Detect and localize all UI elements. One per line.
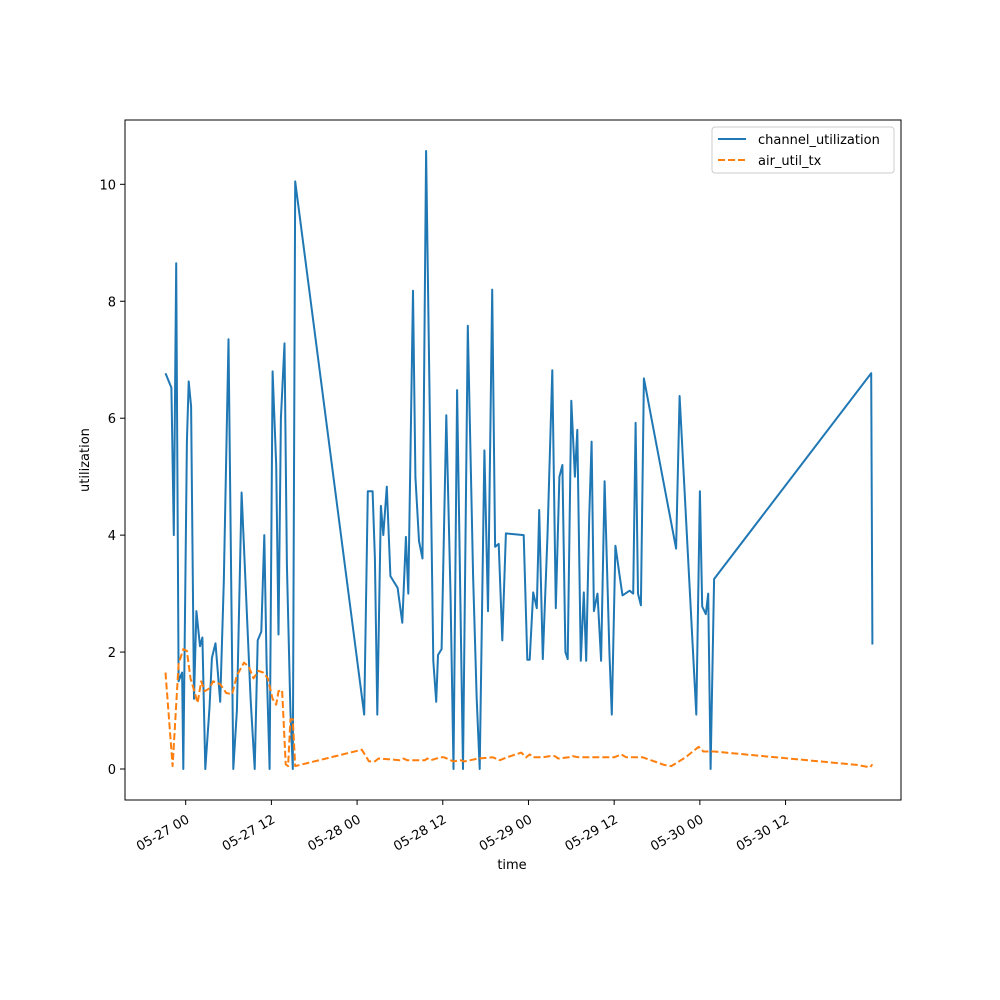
legend-label-air-util-tx: air_util_tx: [758, 154, 822, 169]
x-tick-label: 05-28 12: [391, 812, 449, 854]
y-axis: 0 2 4 6 8 10: [99, 178, 125, 778]
series-line-channel-utilization: [164, 150, 874, 770]
y-tick-label: 2: [108, 646, 116, 661]
y-tick-label: 0: [108, 763, 116, 778]
series-line-air-util-tx: [164, 648, 874, 769]
x-tick-label: 05-28 00: [306, 812, 364, 854]
y-axis-label: utilization: [78, 428, 93, 492]
y-tick-label: 10: [99, 178, 116, 193]
y-tick-label: 6: [108, 412, 116, 427]
x-axis: 05-27 00 05-27 12 05-28 00 05-28 12 05-29 00…: [134, 800, 792, 855]
x-tick-label: 05-27 00: [134, 812, 192, 854]
x-tick-label: 05-30 00: [648, 812, 706, 854]
x-tick-label: 05-30 12: [734, 812, 792, 854]
series-layer: [164, 150, 874, 770]
legend-box: [711, 126, 895, 174]
y-tick-label: 8: [108, 295, 116, 310]
legend-label-channel-utilization: channel_utilization: [758, 133, 880, 148]
y-tick-label: 4: [108, 529, 116, 544]
plot-frame: [124, 119, 902, 801]
x-tick-label: 05-29 12: [563, 812, 621, 854]
x-tick-label: 05-29 00: [477, 812, 535, 854]
x-axis-label: time: [497, 858, 526, 873]
legend: channel_utilization air_util_tx: [711, 126, 895, 174]
x-tick-label: 05-27 12: [220, 812, 278, 854]
